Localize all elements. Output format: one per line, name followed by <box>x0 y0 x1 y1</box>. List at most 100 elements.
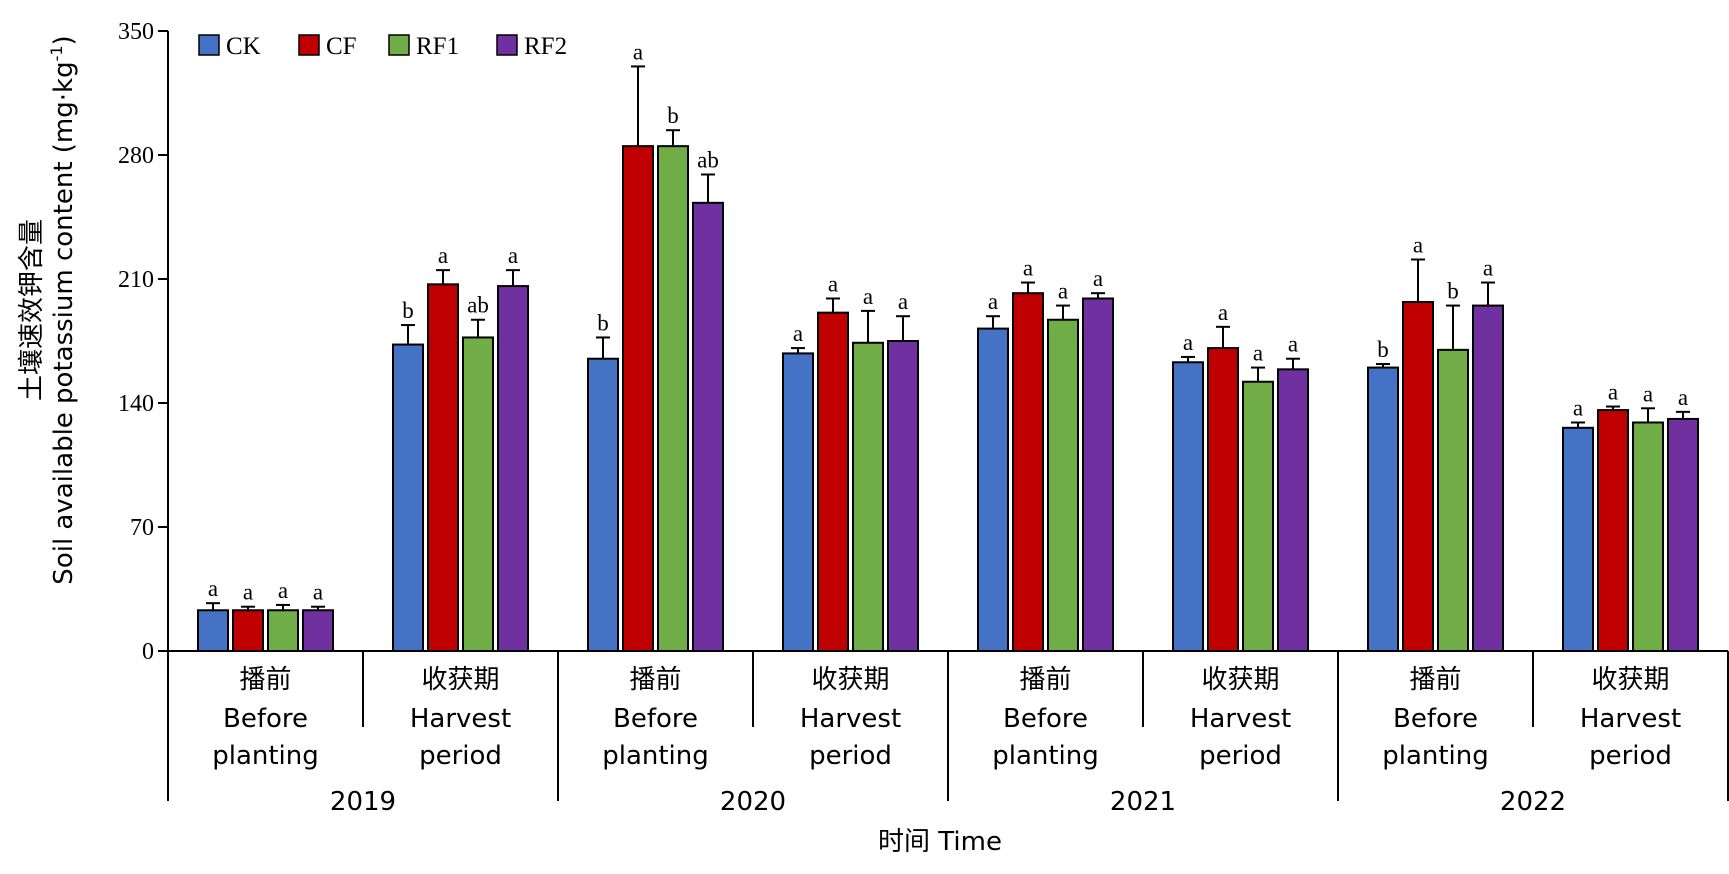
y-axis-label-end: ) <box>49 35 79 45</box>
y-tick-label: 280 <box>118 143 154 169</box>
significance-label: b <box>597 310 609 335</box>
x-axis-label: 时间 Time <box>878 827 1002 857</box>
bar <box>782 352 814 652</box>
significance-label: a <box>1093 266 1103 291</box>
legend-swatch <box>198 34 220 56</box>
significance-label: a <box>1483 256 1493 281</box>
legend: CK CF RF1 RF2 <box>198 33 567 60</box>
group-label-cn: 播前 <box>239 665 291 695</box>
significance-label: a <box>208 576 218 601</box>
y-tick-label: 0 <box>142 639 154 665</box>
significance-label: ab <box>697 147 719 172</box>
significance-label: ab <box>467 293 489 318</box>
significance-label: a <box>243 580 253 605</box>
significance-label: a <box>1218 300 1228 325</box>
significance-label: a <box>278 578 288 603</box>
bar <box>427 283 459 652</box>
y-tick-label: 210 <box>118 267 154 293</box>
significance-label: a <box>793 321 803 346</box>
bar <box>197 609 229 652</box>
bar <box>1437 348 1469 652</box>
group-label-cn: 播前 <box>1019 665 1071 695</box>
group-label-cn: 收获期 <box>811 665 889 695</box>
group-label-en-line1: Harvest <box>800 704 901 734</box>
y-tick-label: 350 <box>118 19 154 45</box>
bar <box>267 609 299 652</box>
group-label-cn: 播前 <box>1409 665 1461 695</box>
legend-label: CF <box>326 33 357 60</box>
group-label-en-line2: period <box>809 741 892 771</box>
group-label-en-line1: Harvest <box>410 704 511 734</box>
year-label: 2022 <box>1500 787 1566 817</box>
group-label-cn: 收获期 <box>1201 665 1279 695</box>
significance-label: a <box>988 289 998 314</box>
bar <box>622 145 654 652</box>
group-label-en-line1: Harvest <box>1190 704 1291 734</box>
y-axis-label-cn: 土壤速效钾含量 <box>17 219 47 401</box>
group-label-cn: 播前 <box>629 665 681 695</box>
bar <box>1632 421 1664 652</box>
group-label-en-line2: planting <box>212 741 319 771</box>
group-label-en-line2: planting <box>1382 741 1489 771</box>
group-label-en-line1: Before <box>1393 704 1478 734</box>
bar <box>497 285 529 652</box>
bar <box>462 336 494 652</box>
significance-label: a <box>1253 341 1263 366</box>
legend-label: RF2 <box>524 33 567 60</box>
bar <box>1667 417 1699 653</box>
significance-label: b <box>402 298 414 323</box>
year-label: 2020 <box>720 787 786 817</box>
y-tick-label: 140 <box>118 391 154 417</box>
group-label-cn: 收获期 <box>1591 665 1669 695</box>
significance-label: a <box>1678 385 1688 410</box>
significance-label: a <box>633 39 643 64</box>
legend-swatch <box>496 34 518 56</box>
bar <box>1367 366 1399 652</box>
group-label-en-line2: period <box>1199 741 1282 771</box>
group-label-en-line2: planting <box>992 741 1099 771</box>
y-axis-label-main: Soil available potassium content (mg·kg <box>49 61 79 584</box>
y-axis-label-superscript: -1 <box>47 45 66 61</box>
bar <box>1277 368 1309 652</box>
bar <box>887 340 919 652</box>
bar <box>1472 304 1504 652</box>
bar <box>1597 409 1629 653</box>
group-label-cn: 收获期 <box>421 665 499 695</box>
legend-label: CK <box>226 33 261 60</box>
group-label-en-line2: period <box>1589 741 1672 771</box>
group-label-en-line1: Harvest <box>1580 704 1681 734</box>
bar <box>587 357 619 652</box>
bar <box>1082 297 1114 652</box>
significance-label: a <box>1183 330 1193 355</box>
significance-label: a <box>1288 332 1298 357</box>
bar <box>692 201 724 652</box>
significance-label: a <box>1413 233 1423 258</box>
group-label-en-line1: Before <box>223 704 308 734</box>
bar <box>1012 292 1044 652</box>
year-label: 2019 <box>330 787 396 817</box>
significance-label: a <box>1023 256 1033 281</box>
significance-label: a <box>313 580 323 605</box>
legend-label: RF1 <box>416 33 459 60</box>
group-label-en-line2: period <box>419 741 502 771</box>
group-label-en-line1: Before <box>1003 704 1088 734</box>
group-label-en-line1: Before <box>613 704 698 734</box>
significance-label: a <box>1058 279 1068 304</box>
bar <box>302 609 334 652</box>
significance-label: a <box>1608 380 1618 405</box>
significance-label: a <box>1643 381 1653 406</box>
significance-label: b <box>1377 337 1389 362</box>
y-tick-label: 70 <box>130 515 154 541</box>
significance-label: a <box>863 284 873 309</box>
significance-label: b <box>667 103 679 128</box>
significance-label: a <box>898 289 908 314</box>
legend-swatch <box>388 34 410 56</box>
year-label: 2021 <box>1110 787 1176 817</box>
bar <box>1207 347 1239 652</box>
bar <box>657 145 689 652</box>
bar <box>1402 301 1434 652</box>
significance-label: b <box>1447 279 1459 304</box>
bar <box>392 343 424 652</box>
